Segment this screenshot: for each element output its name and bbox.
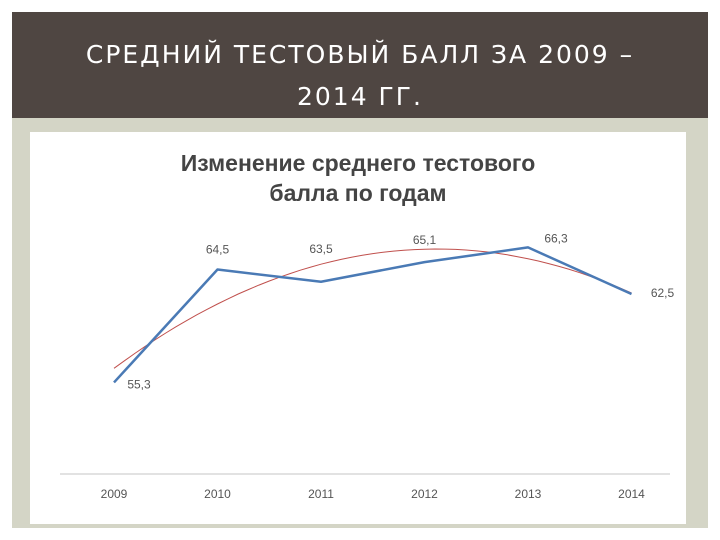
x-tick-label: 2012 xyxy=(411,487,438,501)
x-tick-label: 2011 xyxy=(308,487,334,501)
data-label: 62,5 xyxy=(651,286,675,300)
x-tick-label: 2013 xyxy=(515,487,542,501)
data-label: 66,3 xyxy=(544,231,568,245)
x-tick-label: 2010 xyxy=(204,487,231,501)
chart-panel: Изменение среднего тестового балла по го… xyxy=(30,132,686,524)
data-label: 63,5 xyxy=(309,242,333,256)
slide-title-line2: 2014 ГГ. xyxy=(296,82,423,111)
trendline xyxy=(113,248,632,369)
line-chart: 2009 2010 2011 2012 2013 2014 55,3 64,5 63,5 65,1… xyxy=(60,231,675,501)
chart-title-line2: балла по годам xyxy=(269,180,447,206)
x-tick-label: 2014 xyxy=(618,487,645,501)
data-label: 64,5 xyxy=(206,243,230,257)
x-tick-label: 2009 xyxy=(101,487,128,501)
series-line xyxy=(113,246,633,384)
chart-title-line1: Изменение среднего тестового xyxy=(180,150,536,176)
slide-title-line1: СРЕДНИЙ ТЕСТОВЫЙ БАЛЛ ЗА 2009 – xyxy=(85,40,635,69)
slide-title: СРЕДНИЙ ТЕСТОВЫЙ БАЛЛ ЗА 2009 – 2014 ГГ. xyxy=(12,34,708,118)
data-label: 55,3 xyxy=(127,377,151,391)
data-label: 65,1 xyxy=(413,233,437,247)
slide-header: СРЕДНИЙ ТЕСТОВЫЙ БАЛЛ ЗА 2009 – 2014 ГГ. xyxy=(12,12,708,118)
chart-title: Изменение среднего тестового балла по го… xyxy=(30,148,686,208)
